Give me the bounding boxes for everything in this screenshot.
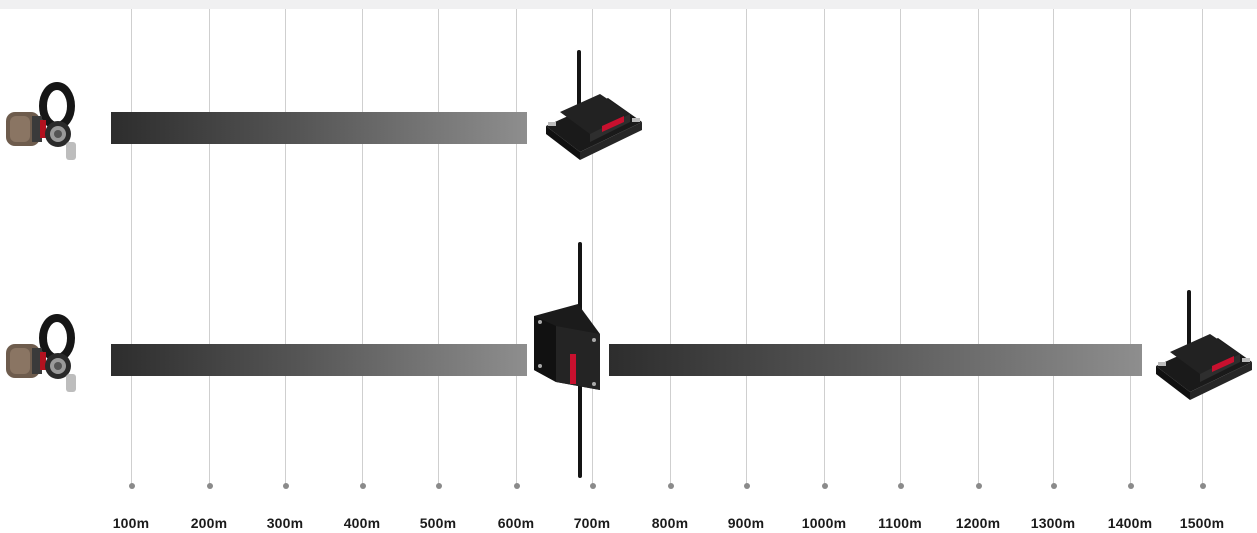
grid-line [1202, 9, 1203, 487]
shackle-load-cell-icon [6, 82, 76, 160]
grid-line [978, 9, 979, 487]
tick-label: 800m [651, 515, 689, 531]
signal-range-bar-row1 [111, 112, 527, 144]
tick-dot [282, 483, 289, 489]
tick-dot [667, 483, 674, 489]
shackle-load-cell-icon [6, 314, 76, 392]
tick-label: 200m [190, 515, 228, 531]
tick-dot [359, 483, 366, 489]
tick-dot [1050, 483, 1057, 489]
grid-line [362, 9, 363, 487]
tick-label: 1300m [1030, 515, 1076, 531]
tick-label: 600m [497, 515, 535, 531]
tick-label: 900m [727, 515, 765, 531]
tick-dot [128, 483, 135, 489]
tick-dot [206, 483, 213, 489]
tick-dot [513, 483, 520, 489]
tick-label: 1100m [878, 515, 922, 531]
grid-line [592, 9, 593, 487]
grid-line [670, 9, 671, 487]
signal-range-bar-row2-b [609, 344, 1142, 376]
tick-label: 100m [112, 515, 150, 531]
tick-label: 1000m [801, 515, 847, 531]
tick-label: 400m [343, 515, 381, 531]
tick-dot [743, 483, 750, 489]
tick-dot [821, 483, 828, 489]
tick-dot [1127, 483, 1134, 489]
tick-dot [975, 483, 982, 489]
grid-line [285, 9, 286, 487]
grid-line [209, 9, 210, 487]
tick-dot [435, 483, 442, 489]
grid-line [824, 9, 825, 487]
grid-line [746, 9, 747, 487]
tick-dot [589, 483, 596, 489]
tick-label: 1400m [1107, 515, 1153, 531]
grid-line [900, 9, 901, 487]
grid-line [131, 9, 132, 487]
wireless-repeater-icon [534, 242, 600, 478]
tick-dot [1199, 483, 1206, 489]
wireless-receiver-icon [1156, 290, 1252, 400]
grid-line [438, 9, 439, 487]
signal-range-bar-row2-a [111, 344, 527, 376]
grid-line [1130, 9, 1131, 487]
grid-line [1053, 9, 1054, 487]
wireless-receiver-icon [546, 50, 642, 160]
tick-label: 500m [419, 515, 457, 531]
grid-line [516, 9, 517, 487]
tick-label: 300m [266, 515, 304, 531]
tick-dot [897, 483, 904, 489]
tick-label: 700m [573, 515, 611, 531]
top-strip [0, 0, 1257, 9]
tick-label: 1200m [955, 515, 1001, 531]
tick-label: 1500m [1179, 515, 1225, 531]
